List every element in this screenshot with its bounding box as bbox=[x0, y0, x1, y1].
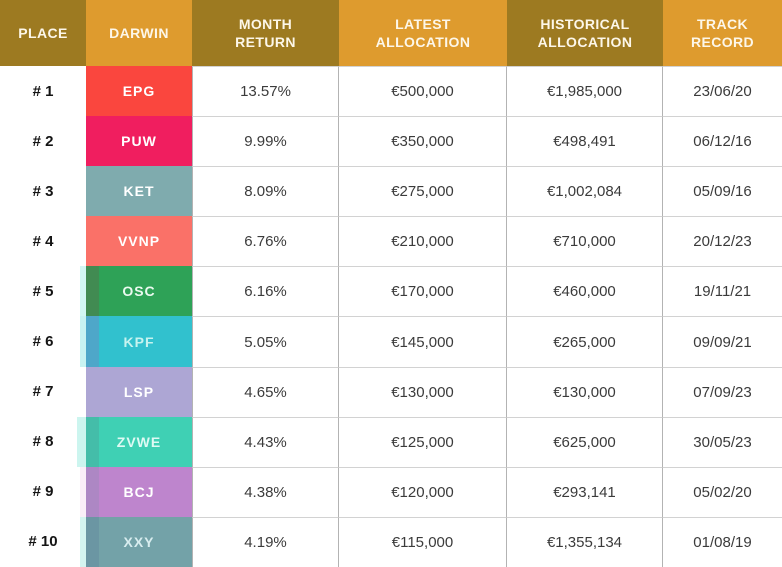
header-cell-place: PLACE bbox=[0, 0, 86, 66]
historical-allocation-cell: €625,000 bbox=[507, 416, 663, 467]
track-record-cell: 19/11/21 bbox=[663, 266, 782, 317]
header-cell-month-return: MONTH RETURN bbox=[192, 0, 339, 66]
table-row: # 9 BCJ 4.38% €120,000 €293,141 05/02/20 bbox=[0, 466, 782, 517]
track-record-cell: 20/12/23 bbox=[663, 216, 782, 267]
place-rank-label: # 5 bbox=[0, 266, 86, 317]
darwin-ticker-label: BCJ bbox=[123, 483, 155, 500]
track-record-cell: 01/08/19 bbox=[663, 516, 782, 567]
historical-allocation-cell: €130,000 bbox=[507, 366, 663, 417]
badge-left-band bbox=[86, 466, 99, 517]
latest-allocation-cell: €130,000 bbox=[339, 366, 507, 417]
table-row: # 10 XXY 4.19% €115,000 €1,355,134 01/08… bbox=[0, 516, 782, 567]
place-rank-label: # 7 bbox=[0, 366, 86, 417]
latest-allocation-cell: €115,000 bbox=[339, 516, 507, 567]
table-row: # 8 ZVWE 4.43% €125,000 €625,000 30/05/2… bbox=[0, 416, 782, 467]
month-return-cell: 6.16% bbox=[192, 266, 339, 317]
track-record-cell: 05/02/20 bbox=[663, 466, 782, 517]
darwin-badge[interactable]: EPG bbox=[86, 66, 192, 117]
month-return-cell: 13.57% bbox=[192, 66, 339, 117]
table-body: # 1 EPG 13.57% €500,000 €1,985,000 23/06… bbox=[0, 66, 782, 567]
place-rank-label: # 9 bbox=[0, 466, 86, 517]
header-cell-historical-allocation: HISTORICAL ALLOCATION bbox=[507, 0, 663, 66]
latest-allocation-cell: €350,000 bbox=[339, 116, 507, 167]
historical-allocation-cell: €265,000 bbox=[507, 316, 663, 367]
latest-allocation-cell: €125,000 bbox=[339, 416, 507, 467]
month-return-cell: 4.43% bbox=[192, 416, 339, 467]
badge-left-band bbox=[86, 266, 99, 317]
track-record-cell: 09/09/21 bbox=[663, 316, 782, 367]
badge-left-band bbox=[86, 516, 99, 567]
table-row: # 7 LSP 4.65% €130,000 €130,000 07/09/23 bbox=[0, 366, 782, 417]
darwin-ticker-label: VVNP bbox=[117, 233, 161, 250]
month-return-cell: 4.38% bbox=[192, 466, 339, 517]
historical-allocation-cell: €710,000 bbox=[507, 216, 663, 267]
month-return-cell: 4.65% bbox=[192, 366, 339, 417]
track-record-cell: 06/12/16 bbox=[663, 116, 782, 167]
track-record-cell: 05/09/16 bbox=[663, 166, 782, 217]
month-return-cell: 5.05% bbox=[192, 316, 339, 367]
table-row: # 2 PUW 9.99% €350,000 €498,491 06/12/16 bbox=[0, 116, 782, 167]
darwin-badge[interactable]: BCJ bbox=[86, 466, 192, 517]
historical-allocation-cell: €460,000 bbox=[507, 266, 663, 317]
track-record-cell: 23/06/20 bbox=[663, 66, 782, 117]
table-row: # 5 OSC 6.16% €170,000 €460,000 19/11/21 bbox=[0, 266, 782, 317]
latest-allocation-cell: €210,000 bbox=[339, 216, 507, 267]
place-rank-label: # 4 bbox=[0, 216, 86, 267]
historical-allocation-cell: €1,002,084 bbox=[507, 166, 663, 217]
month-return-cell: 6.76% bbox=[192, 216, 339, 267]
darwin-badge[interactable]: OSC bbox=[86, 266, 192, 317]
place-rank-label: # 2 bbox=[0, 116, 86, 167]
table-row: # 6 KPF 5.05% €145,000 €265,000 09/09/21 bbox=[0, 316, 782, 367]
darwin-ticker-label: PUW bbox=[121, 133, 157, 150]
table-row: # 1 EPG 13.57% €500,000 €1,985,000 23/06… bbox=[0, 66, 782, 117]
table-header-row: PLACE DARWIN MONTH RETURN LATEST ALLOCAT… bbox=[0, 0, 782, 66]
latest-allocation-cell: €500,000 bbox=[339, 66, 507, 117]
darwin-badge[interactable]: ZVWE bbox=[86, 416, 192, 467]
darwin-ticker-label: KET bbox=[123, 183, 155, 200]
darwin-badge[interactable]: LSP bbox=[86, 366, 192, 417]
track-record-cell: 07/09/23 bbox=[663, 366, 782, 417]
month-return-cell: 9.99% bbox=[192, 116, 339, 167]
darwin-ticker-label: KPF bbox=[123, 333, 155, 350]
historical-allocation-cell: €293,141 bbox=[507, 466, 663, 517]
darwin-ticker-label: LSP bbox=[123, 383, 155, 400]
badge-left-band bbox=[86, 416, 99, 467]
darwin-badge[interactable]: VVNP bbox=[86, 216, 192, 267]
darwin-badge[interactable]: XXY bbox=[86, 516, 192, 567]
historical-allocation-cell: €1,985,000 bbox=[507, 66, 663, 117]
darwin-ticker-label: OSC bbox=[122, 283, 156, 300]
latest-allocation-cell: €145,000 bbox=[339, 316, 507, 367]
historical-allocation-cell: €498,491 bbox=[507, 116, 663, 167]
table-row: # 4 VVNP 6.76% €210,000 €710,000 20/12/2… bbox=[0, 216, 782, 267]
darwin-ticker-label: XXY bbox=[123, 533, 155, 550]
header-cell-track-record: TRACK RECORD bbox=[663, 0, 782, 66]
latest-allocation-cell: €170,000 bbox=[339, 266, 507, 317]
darwin-badge[interactable]: KPF bbox=[86, 316, 192, 367]
place-rank-label: # 10 bbox=[0, 516, 86, 567]
darwin-ticker-label: EPG bbox=[122, 83, 156, 100]
place-rank-label: # 1 bbox=[0, 66, 86, 117]
badge-left-band bbox=[86, 316, 99, 367]
latest-allocation-cell: €275,000 bbox=[339, 166, 507, 217]
place-rank-label: # 6 bbox=[0, 316, 86, 367]
place-rank-label: # 8 bbox=[0, 416, 86, 467]
darwin-ticker-label: ZVWE bbox=[116, 433, 162, 450]
latest-allocation-cell: €120,000 bbox=[339, 466, 507, 517]
darwin-badge[interactable]: KET bbox=[86, 166, 192, 217]
place-rank-label: # 3 bbox=[0, 166, 86, 217]
month-return-cell: 4.19% bbox=[192, 516, 339, 567]
month-return-cell: 8.09% bbox=[192, 166, 339, 217]
historical-allocation-cell: €1,355,134 bbox=[507, 516, 663, 567]
table-row: # 3 KET 8.09% €275,000 €1,002,084 05/09/… bbox=[0, 166, 782, 217]
track-record-cell: 30/05/23 bbox=[663, 416, 782, 467]
header-cell-darwin: DARWIN bbox=[86, 0, 192, 66]
darwin-badge[interactable]: PUW bbox=[86, 116, 192, 167]
header-cell-latest-allocation: LATEST ALLOCATION bbox=[339, 0, 507, 66]
